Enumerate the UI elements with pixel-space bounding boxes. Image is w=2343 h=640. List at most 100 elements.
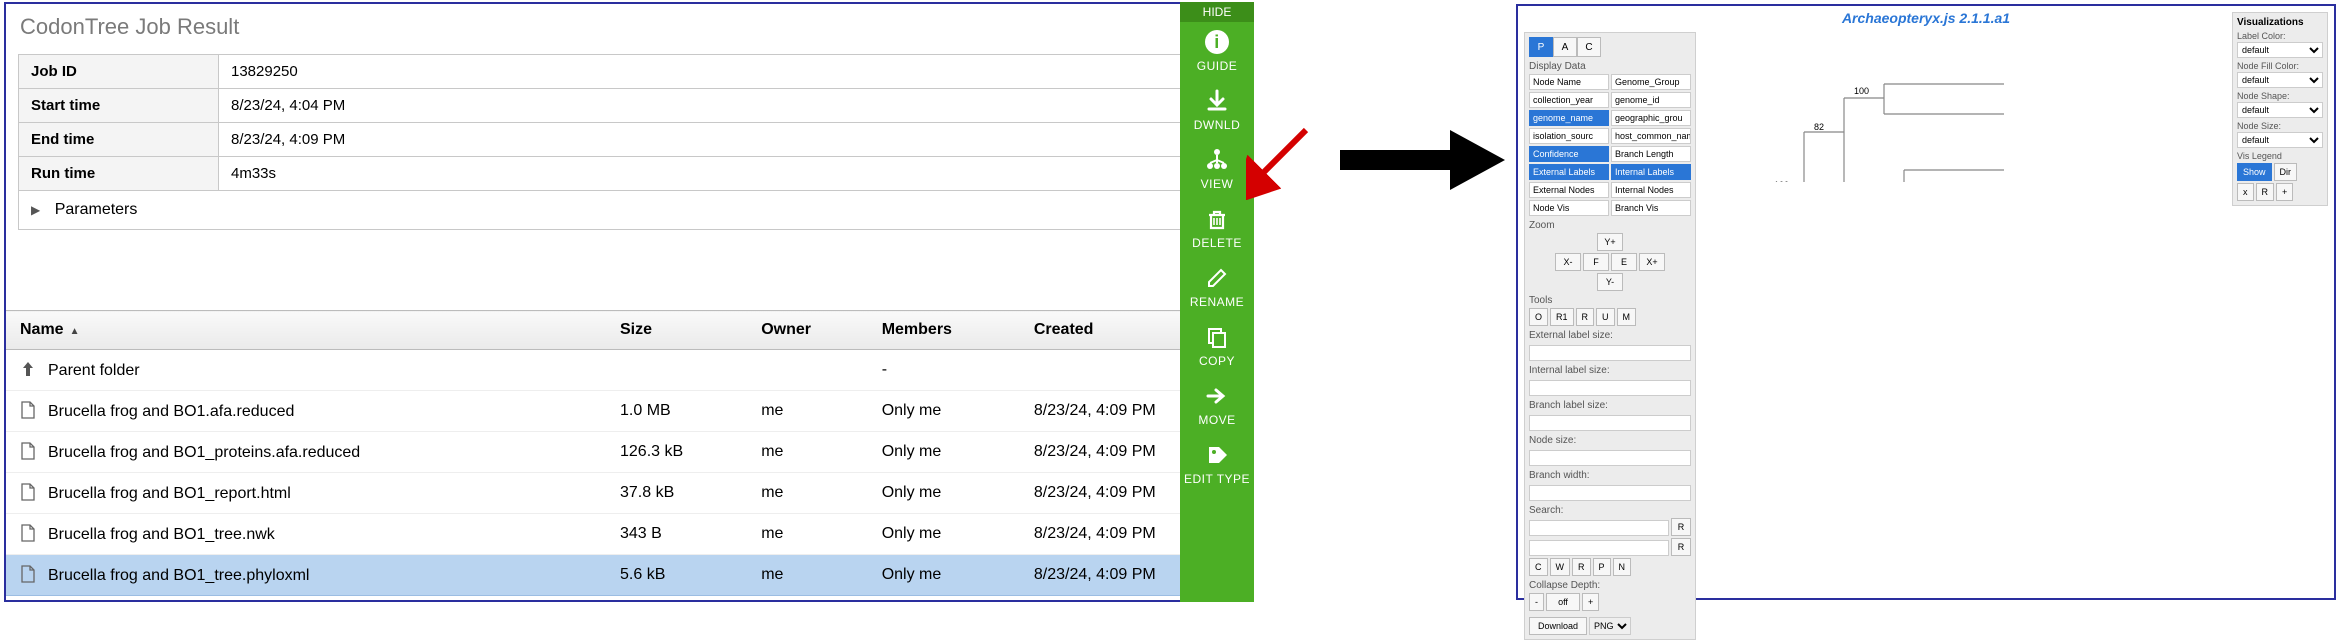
label: DELETE: [1192, 236, 1242, 250]
file-icon: [20, 483, 36, 501]
size-input[interactable]: [1529, 380, 1691, 396]
mode-C[interactable]: C: [1577, 37, 1601, 57]
table-row[interactable]: Brucella frog and BO1_report.html37.8 kB…: [6, 473, 1252, 514]
search-opt-P[interactable]: P: [1593, 558, 1611, 576]
vis-select[interactable]: default: [2237, 42, 2323, 58]
vis-r[interactable]: R: [2256, 183, 2275, 201]
size-input[interactable]: [1529, 345, 1691, 361]
display-opt[interactable]: External Labels: [1529, 164, 1609, 180]
file-icon: [20, 565, 36, 583]
vis-legend-label: Vis Legend: [2237, 151, 2323, 161]
display-opt[interactable]: Branch Length: [1611, 146, 1691, 162]
col-size[interactable]: Size: [606, 311, 747, 350]
guide-button[interactable]: iGUIDE: [1180, 22, 1254, 81]
display-opt[interactable]: Internal Labels: [1611, 164, 1691, 180]
zoom-F[interactable]: F: [1583, 253, 1609, 271]
display-opt[interactable]: Genome_Group: [1611, 74, 1691, 90]
viewer-title: Archaeopteryx.js 2.1.1.a1: [1518, 6, 2334, 30]
meta-key: Run time: [19, 157, 219, 191]
col-name[interactable]: Name▲: [6, 311, 606, 350]
display-opt[interactable]: External Nodes: [1529, 182, 1609, 198]
tree-viewer-panel: Archaeopteryx.js 2.1.1.a1 PAC Display Da…: [1516, 4, 2336, 600]
vis-show[interactable]: Show: [2237, 163, 2272, 181]
download-format[interactable]: PNG: [1589, 617, 1631, 635]
size-label: External label size:: [1529, 330, 1691, 341]
hide-button[interactable]: HIDE: [1180, 2, 1254, 22]
parent-folder-link[interactable]: Parent folder: [6, 350, 606, 391]
download-icon: [1203, 87, 1231, 115]
search-opt-N[interactable]: N: [1613, 558, 1632, 576]
search-input-1[interactable]: [1529, 520, 1669, 536]
search-head: Search:: [1529, 505, 1691, 516]
edittype-button[interactable]: EDIT TYPE: [1180, 435, 1254, 494]
table-row[interactable]: Brucella frog and BO1.afa.reduced1.0 MBm…: [6, 391, 1252, 432]
table-row[interactable]: RAxML_bestTree.Brucella frog and BO1336 …: [6, 596, 1252, 601]
mode-A[interactable]: A: [1553, 37, 1577, 57]
search-opt-W[interactable]: W: [1550, 558, 1571, 576]
tool-R[interactable]: R: [1576, 308, 1595, 326]
zoom-E[interactable]: E: [1611, 253, 1637, 271]
tool-O[interactable]: O: [1529, 308, 1548, 326]
delete-button[interactable]: DELETE: [1180, 199, 1254, 258]
zoom-Y+[interactable]: Y+: [1597, 233, 1623, 251]
col-owner[interactable]: Owner: [747, 311, 868, 350]
size-input[interactable]: [1529, 415, 1691, 431]
vis-select[interactable]: default: [2237, 102, 2323, 118]
copy-button[interactable]: COPY: [1180, 317, 1254, 376]
size-label: Internal label size:: [1529, 365, 1691, 376]
controls-panel: PAC Display Data Node NameGenome_Groupco…: [1524, 32, 1696, 640]
rename-button[interactable]: RENAME: [1180, 258, 1254, 317]
zoom-Y-[interactable]: Y-: [1597, 273, 1623, 291]
parameters-toggle[interactable]: ▶ Parameters: [18, 190, 1240, 230]
display-opt[interactable]: host_common_nam: [1611, 128, 1691, 144]
tool-U[interactable]: U: [1596, 308, 1615, 326]
col-members[interactable]: Members: [868, 311, 1020, 350]
vis-dir[interactable]: Dir: [2274, 163, 2298, 181]
collapse-minus[interactable]: -: [1529, 593, 1544, 611]
search-opt-R[interactable]: R: [1572, 558, 1591, 576]
display-opt[interactable]: genome_name: [1529, 110, 1609, 126]
display-opt[interactable]: genome_id: [1611, 92, 1691, 108]
size-label: Node size:: [1529, 435, 1691, 446]
display-opt[interactable]: Node Name: [1529, 74, 1609, 90]
table-row[interactable]: Brucella frog and BO1_proteins.afa.reduc…: [6, 432, 1252, 473]
collapse-plus[interactable]: +: [1582, 593, 1599, 611]
vis-select[interactable]: default: [2237, 132, 2323, 148]
vis-x[interactable]: x: [2237, 183, 2254, 201]
move-button[interactable]: MOVE: [1180, 376, 1254, 435]
download-button[interactable]: Download: [1529, 617, 1587, 635]
search-reset-2[interactable]: R: [1671, 538, 1691, 556]
meta-value: 8/23/24, 4:04 PM: [219, 89, 1240, 123]
display-opt[interactable]: Node Vis: [1529, 200, 1609, 216]
display-opt[interactable]: Confidence: [1529, 146, 1609, 162]
table-row[interactable]: Brucella frog and BO1_tree.phyloxml5.6 k…: [6, 555, 1252, 596]
display-opt[interactable]: isolation_sourc: [1529, 128, 1609, 144]
tool-R1[interactable]: R1: [1550, 308, 1574, 326]
sort-asc-icon: ▲: [70, 326, 80, 337]
info-icon: i: [1203, 28, 1231, 56]
display-opt[interactable]: geographic_grou: [1611, 110, 1691, 126]
annotation-arrow-icon: [1246, 120, 1316, 200]
display-opt[interactable]: Branch Vis: [1611, 200, 1691, 216]
vis-select[interactable]: default: [2237, 72, 2323, 88]
phylogenetic-tree[interactable]: Brucella FO700662Brucella inopinata FO70…: [1704, 32, 2004, 182]
vis-plus[interactable]: +: [2276, 183, 2293, 201]
search-reset-1[interactable]: R: [1671, 518, 1691, 536]
table-row[interactable]: Brucella frog and BO1_tree.nwk343 BmeOnl…: [6, 514, 1252, 555]
display-opt[interactable]: collection_year: [1529, 92, 1609, 108]
download-button[interactable]: DWNLD: [1180, 81, 1254, 140]
label: COPY: [1199, 354, 1235, 368]
zoom-X+[interactable]: X+: [1639, 253, 1665, 271]
display-opt[interactable]: Internal Nodes: [1611, 182, 1691, 198]
size-input[interactable]: [1529, 485, 1691, 501]
tool-M[interactable]: M: [1617, 308, 1637, 326]
search-opt-C[interactable]: C: [1529, 558, 1548, 576]
zoom-X-[interactable]: X-: [1555, 253, 1581, 271]
visualizations-panel: Visualizations Label Color:defaultNode F…: [2232, 12, 2328, 206]
search-input-2[interactable]: [1529, 540, 1669, 556]
collapse-state: off: [1546, 593, 1580, 611]
size-input[interactable]: [1529, 450, 1691, 466]
mode-P[interactable]: P: [1529, 37, 1553, 57]
file-icon: [20, 442, 36, 460]
view-button[interactable]: VIEW: [1180, 140, 1254, 199]
